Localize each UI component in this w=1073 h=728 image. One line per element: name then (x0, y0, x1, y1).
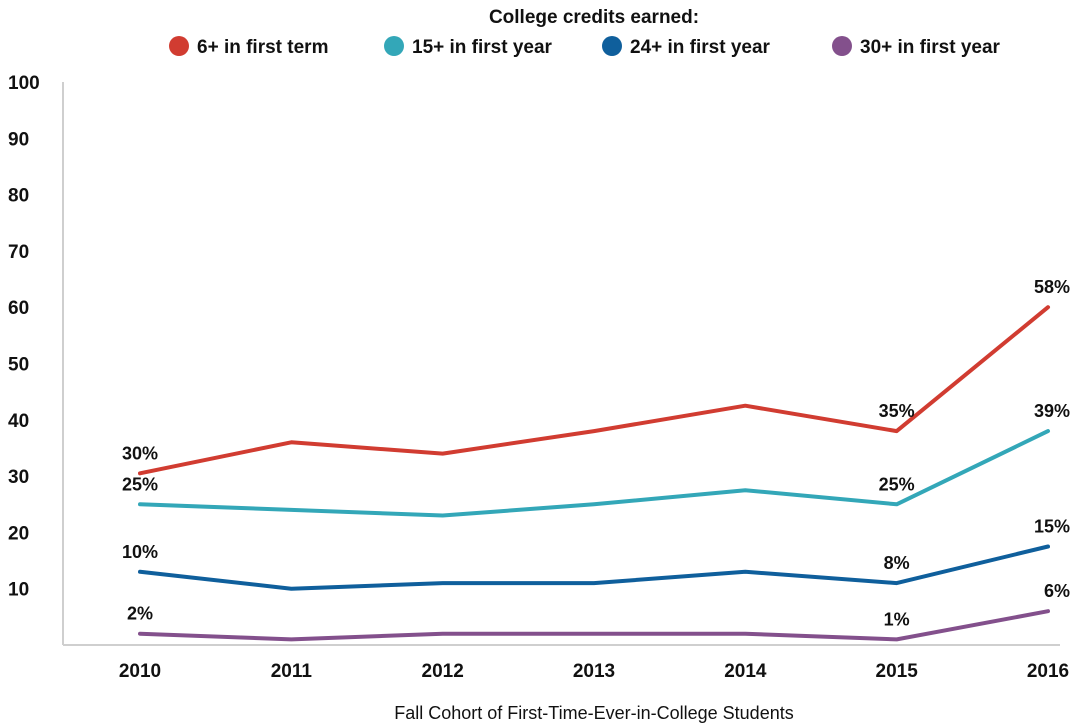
x-tick-label: 2016 (1027, 661, 1069, 682)
legend-label: 6+ in first term (197, 37, 328, 58)
axes (62, 82, 1060, 646)
legend-item: 6+ in first term (169, 36, 328, 58)
x-tick-label: 2015 (876, 661, 919, 682)
data-labels: 30% 35% 58% 25% 25% 39% 10% 8% 15% 2% 1% 6% (122, 277, 1070, 629)
data-label: 58% (1034, 277, 1070, 297)
y-tick-label: 10 (8, 580, 29, 601)
y-tick-label: 60 (8, 298, 29, 319)
data-label: 2% (127, 604, 153, 624)
data-label: 15% (1034, 516, 1070, 536)
legend-title: College credits earned: (489, 7, 699, 28)
data-label: 35% (879, 401, 915, 421)
data-label: 39% (1034, 401, 1070, 421)
legend-swatch (169, 36, 189, 56)
legend: College credits earned: 6+ in first term… (169, 7, 1001, 58)
y-tick-label: 40 (8, 411, 29, 432)
legend-item: 15+ in first year (384, 36, 553, 58)
x-tick-label: 2014 (724, 661, 767, 682)
y-tick-label: 100 (8, 73, 40, 94)
y-tick-label: 30 (8, 467, 29, 488)
legend-label: 15+ in first year (412, 37, 553, 58)
data-label: 1% (884, 609, 910, 629)
y-tick-label: 70 (8, 242, 29, 263)
series-line (138, 609, 1050, 642)
x-tick-label: 2013 (573, 661, 615, 682)
series-line (138, 429, 1050, 518)
series-line (138, 544, 1050, 591)
series-line (138, 305, 1050, 476)
series-lines (138, 305, 1050, 642)
y-tick-label: 80 (8, 186, 29, 207)
legend-swatch (602, 36, 622, 56)
data-label: 8% (884, 553, 910, 573)
data-label: 6% (1044, 581, 1070, 601)
data-label: 10% (122, 542, 158, 562)
y-tick-label: 90 (8, 129, 29, 150)
legend-swatch (384, 36, 404, 56)
x-tick-labels: 2010 2011 2012 2013 2014 2015 2016 (119, 661, 1069, 682)
legend-label: 30+ in first year (860, 37, 1001, 58)
legend-swatch (832, 36, 852, 56)
legend-item: 30+ in first year (832, 36, 1001, 58)
x-axis-title: Fall Cohort of First-Time-Ever-in-Colleg… (394, 703, 793, 723)
data-label: 25% (879, 474, 915, 494)
data-label: 30% (122, 443, 158, 463)
y-tick-labels: 10 20 30 40 50 60 70 80 90 100 (8, 73, 40, 601)
data-label: 25% (122, 474, 158, 494)
y-tick-label: 50 (8, 355, 29, 376)
x-tick-label: 2010 (119, 661, 161, 682)
x-tick-label: 2011 (271, 661, 313, 682)
x-tick-label: 2012 (422, 661, 464, 682)
legend-item: 24+ in first year (602, 36, 771, 58)
legend-label: 24+ in first year (630, 37, 771, 58)
y-tick-label: 20 (8, 523, 29, 544)
